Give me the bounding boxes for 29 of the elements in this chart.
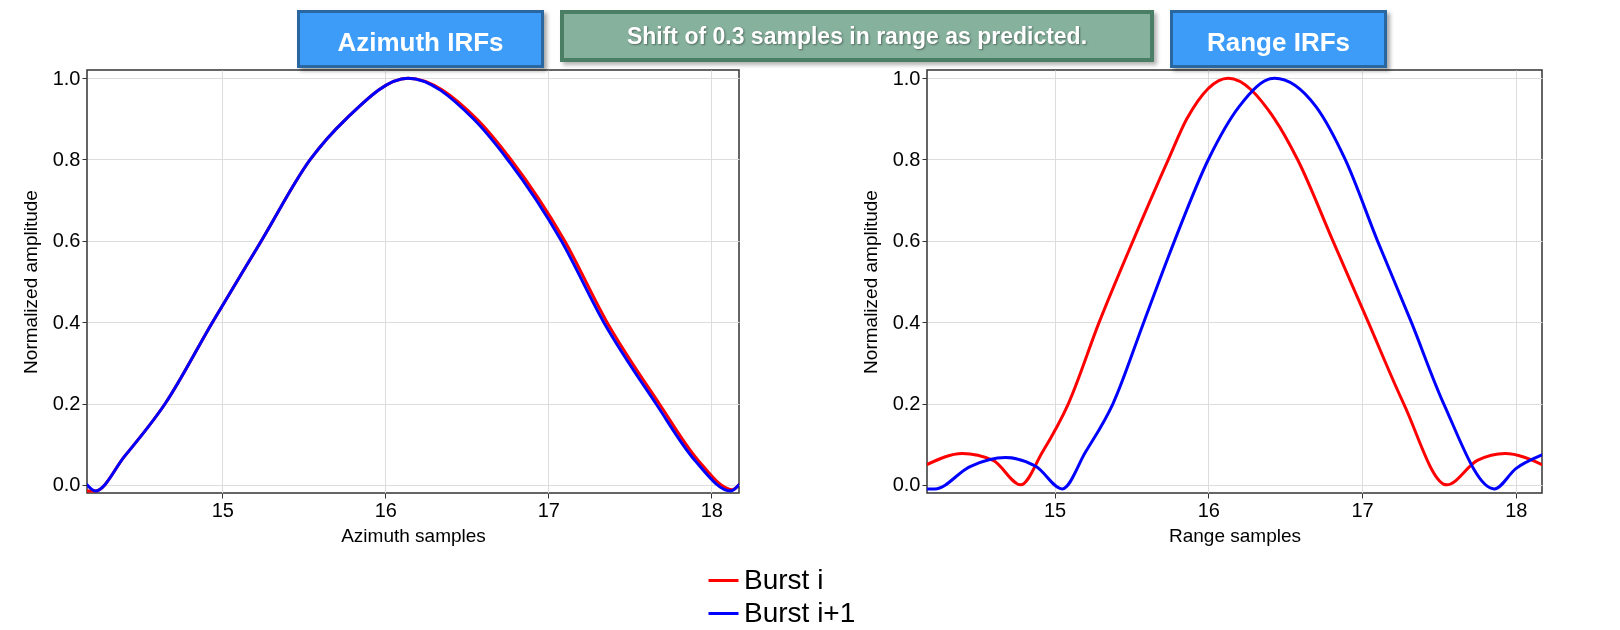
y-tick-label: 0.0 xyxy=(52,473,81,496)
title-box: Range IRFs xyxy=(1170,10,1387,68)
y-tick-label: 0.6 xyxy=(52,229,81,252)
x-axis-title: Range samples xyxy=(1168,524,1302,546)
y-tick-label: 1.0 xyxy=(892,66,921,89)
x-tick-label: 17 xyxy=(1351,498,1374,521)
x-tick-label: 18 xyxy=(1505,498,1528,521)
x-tick-label: 16 xyxy=(374,498,397,521)
x-axis-title: Azimuth samples xyxy=(341,524,486,546)
y-tick-label: 0.6 xyxy=(892,229,921,252)
text: Shift of 0.3 samples in range as predicted. xyxy=(560,10,1154,62)
y-tick-label: 1.0 xyxy=(52,66,81,89)
y-tick-label: 0.8 xyxy=(892,147,921,170)
x-tick-label: 17 xyxy=(537,498,560,521)
y-tick-label: 0.2 xyxy=(892,392,921,415)
y-tick-label: 0.4 xyxy=(892,310,921,333)
title-box: Azimuth IRFs xyxy=(297,10,544,68)
y-tick-label: 0.2 xyxy=(52,392,81,415)
legend-label: Burst i+1 xyxy=(744,596,856,628)
legend-label: Burst i xyxy=(744,563,824,595)
x-tick-label: 15 xyxy=(1043,498,1067,521)
x-tick-label: 18 xyxy=(700,498,723,521)
y-axis-title: Normalized amplitude xyxy=(859,190,881,374)
y-tick-label: 0.4 xyxy=(52,310,81,333)
y-axis-title: Normalized amplitude xyxy=(19,190,41,374)
x-tick-label: 15 xyxy=(211,498,234,521)
y-tick-label: 0.8 xyxy=(52,147,81,170)
y-tick-label: 0.0 xyxy=(892,473,921,496)
x-tick-label: 16 xyxy=(1197,498,1220,521)
